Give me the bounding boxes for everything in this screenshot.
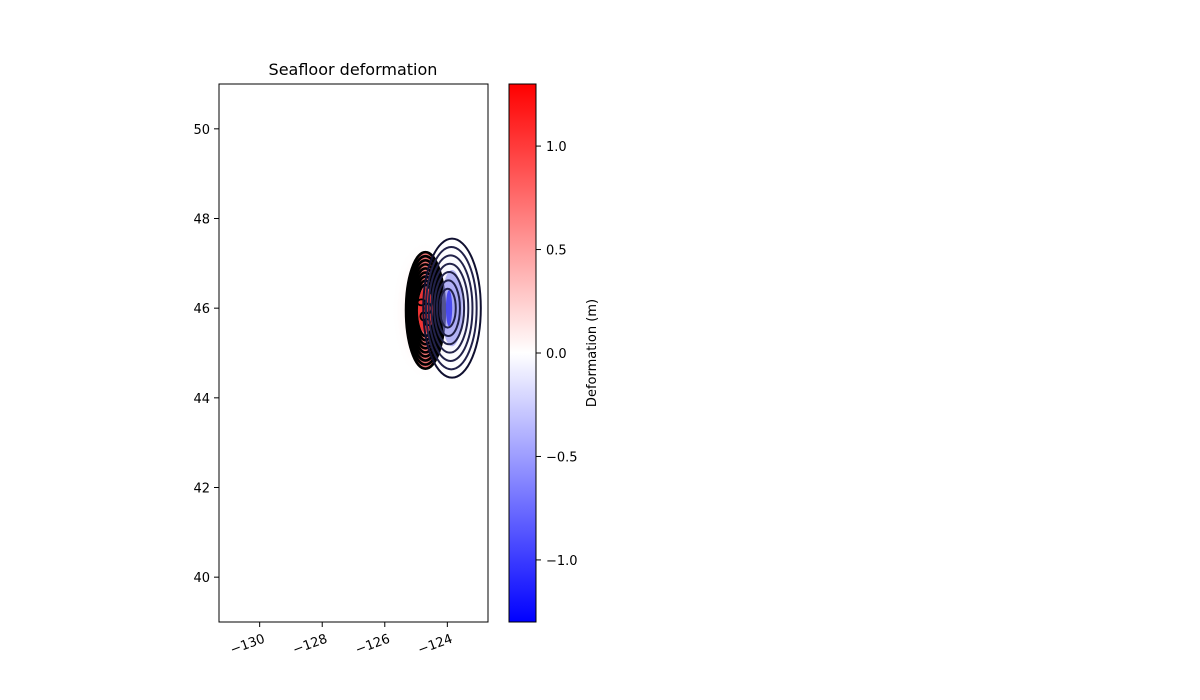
colorbar: −1.0 −0.5 0.0 0.5 1.0 Deformation (m) — [508, 83, 600, 623]
y-tick-label: 42 — [193, 482, 210, 497]
x-tick-label: −130 — [228, 632, 267, 658]
colorbar-tick-label: −0.5 — [546, 450, 578, 465]
colorbar-tick-label: 1.0 — [546, 140, 567, 155]
colorbar-tick-label: 0.0 — [546, 347, 567, 362]
subsidence-contour — [430, 262, 470, 354]
y-tick-label: 44 — [193, 392, 210, 407]
x-tick-label: −128 — [291, 632, 330, 658]
colorbar-label: Deformation (m) — [585, 299, 600, 407]
deformation-field — [391, 236, 484, 383]
y-tick-label: 46 — [193, 302, 210, 317]
subsidence-contour — [427, 254, 474, 362]
y-tick-label: 40 — [193, 571, 210, 586]
x-axis: −130 −128 −126 −124 — [228, 622, 455, 658]
chart-title: Seafloor deformation — [269, 60, 438, 79]
y-axis: 40 42 44 46 48 50 — [193, 123, 219, 586]
x-tick-label: −126 — [353, 632, 392, 658]
colorbar-tick-label: −1.0 — [546, 554, 578, 569]
subsidence-contour — [422, 237, 482, 379]
colorbar-tick-label: 0.5 — [546, 244, 567, 259]
colorbar-axis: −1.0 −0.5 0.0 0.5 1.0 — [536, 140, 578, 569]
subsidence-contour — [433, 271, 466, 346]
colorbar-gradient — [509, 84, 536, 622]
uplift-contour — [411, 271, 440, 350]
subsidence-contour — [438, 287, 457, 329]
subsidence-contour — [435, 279, 461, 337]
x-tick-label: −124 — [416, 632, 455, 658]
y-tick-label: 50 — [193, 123, 210, 138]
subsidence-peak — [445, 290, 453, 327]
uplift-contour — [408, 263, 443, 358]
plot-frame — [218, 83, 489, 623]
subsidence-contour — [424, 246, 478, 371]
plot-area: −130 −128 −126 −124 40 42 44 46 48 50 Seafloor d… — [193, 60, 489, 658]
y-tick-label: 48 — [193, 213, 210, 228]
